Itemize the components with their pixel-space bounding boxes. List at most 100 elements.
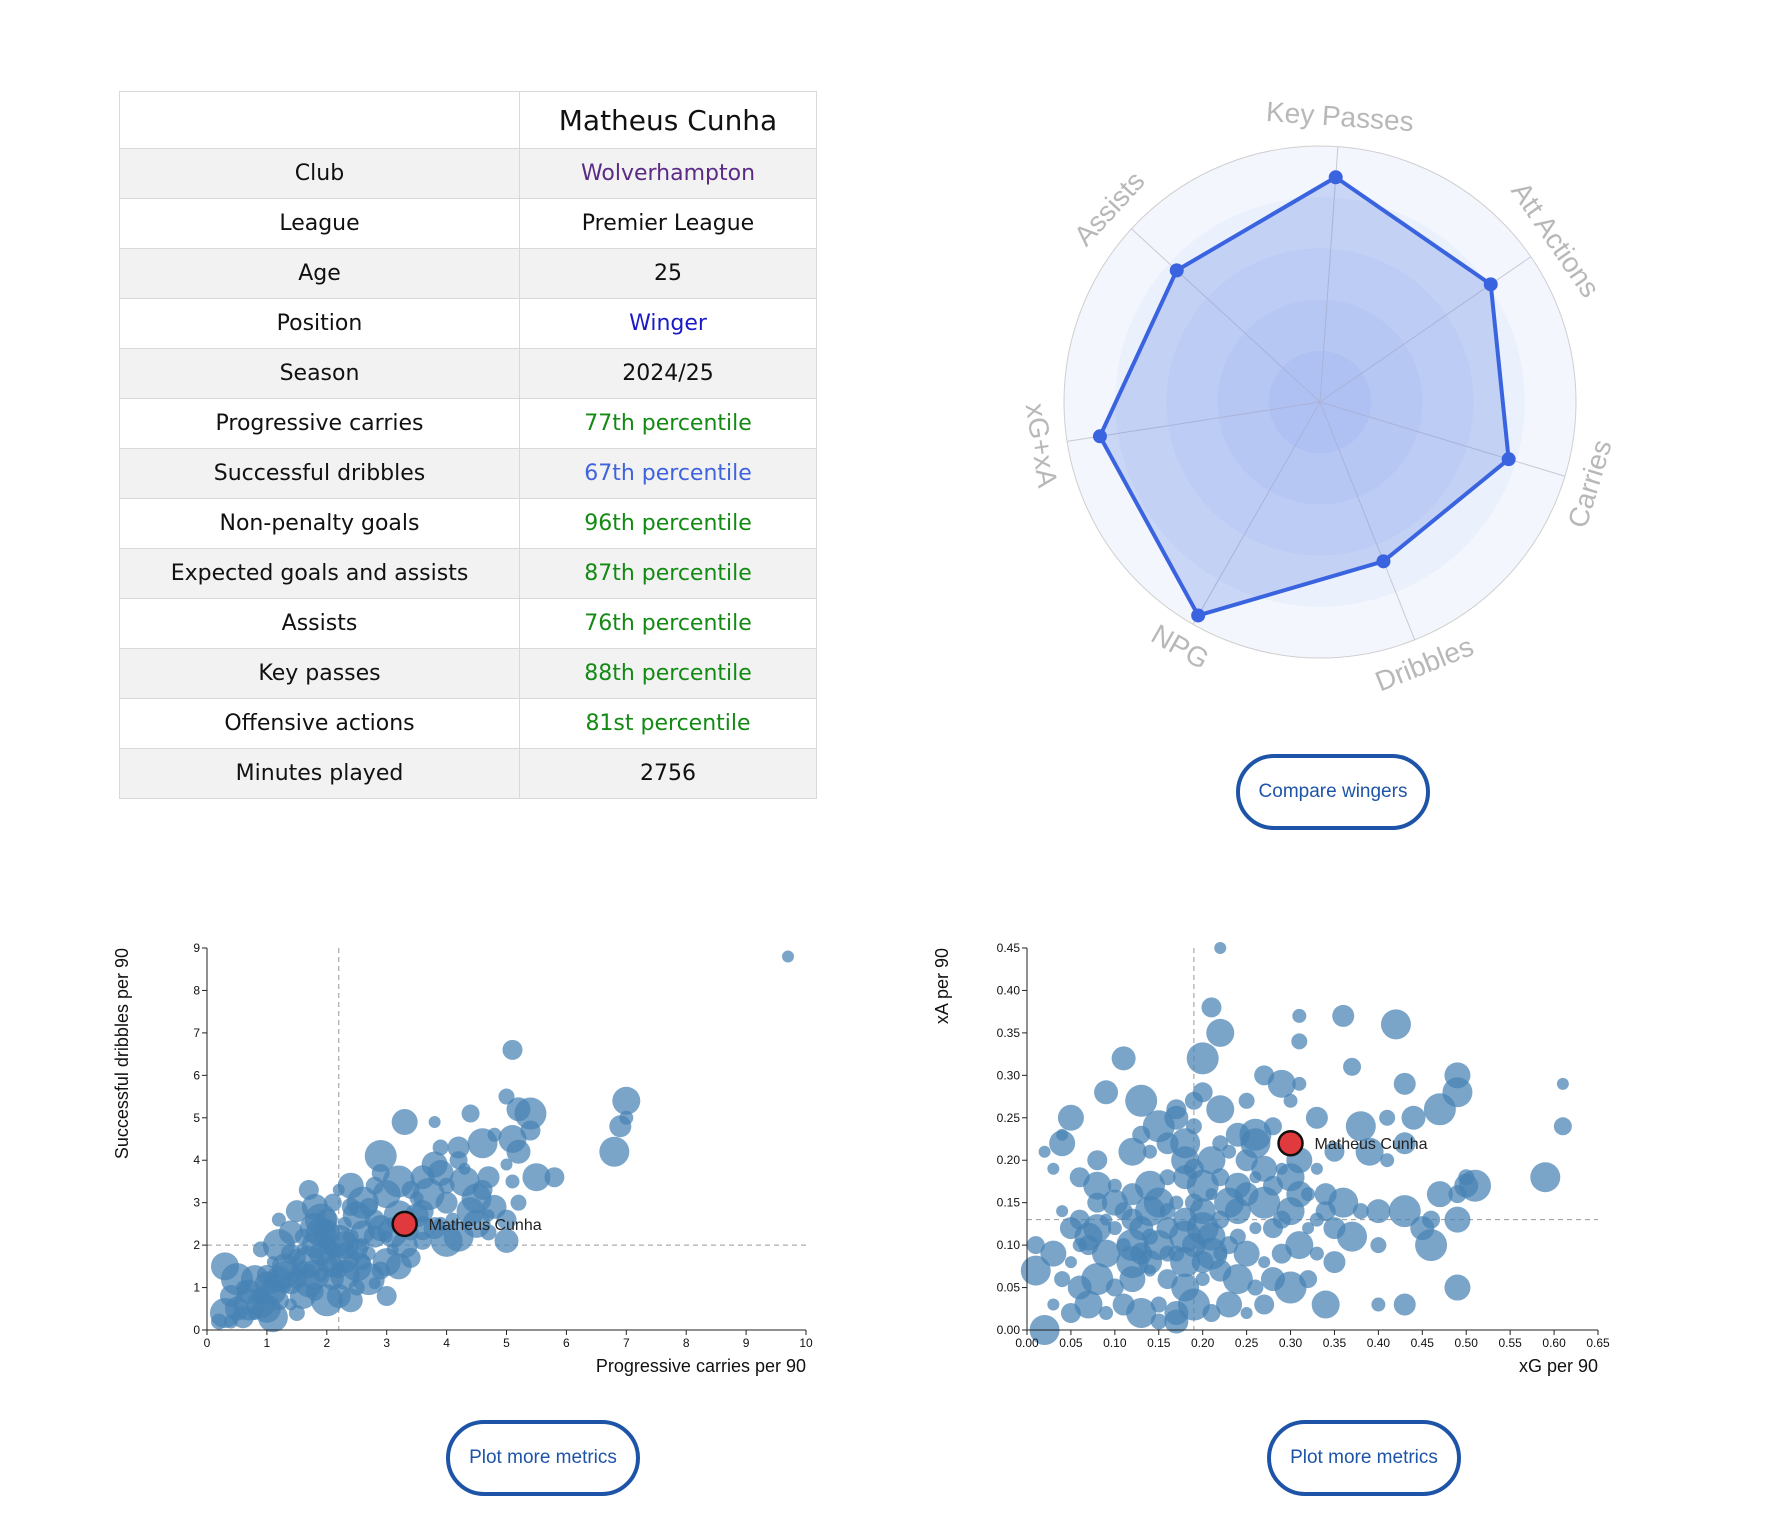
scatter-point bbox=[1285, 1231, 1314, 1260]
row-label: Key passes bbox=[119, 648, 520, 699]
scatter-point bbox=[1283, 1093, 1298, 1108]
scatter-point bbox=[1099, 1306, 1114, 1321]
scatter-point bbox=[1214, 942, 1227, 954]
radar-series-area bbox=[1097, 175, 1511, 618]
compare-wingers-button[interactable]: Compare wingers bbox=[1236, 754, 1430, 830]
scatter-point bbox=[1056, 1205, 1069, 1218]
row-value: 87th percentile bbox=[519, 548, 817, 599]
scatter-point bbox=[1229, 1228, 1246, 1245]
radar-point bbox=[1169, 263, 1184, 278]
y-axis-label: xA per 90 bbox=[932, 948, 952, 1024]
scatter-point bbox=[522, 1163, 551, 1192]
scatter-point bbox=[1101, 1189, 1128, 1216]
row-label: Expected goals and assists bbox=[119, 548, 520, 599]
scatter-point bbox=[1197, 1222, 1226, 1251]
y-tick-label: 4 bbox=[193, 1153, 200, 1167]
scatter-point bbox=[1047, 1162, 1060, 1175]
table-row: Minutes played 2756 bbox=[119, 748, 817, 799]
scatter-point bbox=[1315, 1201, 1336, 1222]
scatter-point bbox=[467, 1128, 498, 1159]
scatter-point bbox=[1216, 1291, 1243, 1318]
scatter-point bbox=[330, 1262, 347, 1279]
scatter-point bbox=[385, 1253, 412, 1280]
row-label: Progressive carries bbox=[119, 398, 520, 449]
scatter-point bbox=[1049, 1130, 1076, 1157]
radar-spoke bbox=[1131, 228, 1321, 403]
scatter-point bbox=[1083, 1171, 1112, 1200]
scatter-point bbox=[1258, 1256, 1271, 1269]
scatter-point bbox=[1087, 1150, 1108, 1171]
scatter-point bbox=[1159, 1169, 1176, 1186]
scatter-point bbox=[502, 1039, 523, 1060]
scatter-point bbox=[1352, 1203, 1369, 1220]
x-tick-label: 6 bbox=[563, 1336, 570, 1350]
table-row: Offensive actions 81st percentile bbox=[119, 698, 817, 749]
plot-more-metrics-button-2[interactable]: Plot more metrics bbox=[1267, 1420, 1461, 1496]
y-tick-label: 1 bbox=[193, 1281, 200, 1295]
scatter-point bbox=[1240, 1307, 1253, 1320]
scatter-point bbox=[1132, 1125, 1151, 1144]
y-tick-label: 0.25 bbox=[997, 1111, 1021, 1125]
scatter-point bbox=[1081, 1263, 1114, 1296]
radar-spoke bbox=[1319, 401, 1566, 477]
y-tick-label: 0.10 bbox=[997, 1238, 1021, 1252]
scatter-point bbox=[500, 1158, 513, 1171]
row-value: 77th percentile bbox=[519, 398, 817, 449]
scatter-point bbox=[428, 1116, 441, 1129]
scatter-point bbox=[1309, 1246, 1324, 1261]
x-tick-label: 0.05 bbox=[1059, 1336, 1083, 1350]
scatter-point bbox=[1171, 1146, 1200, 1175]
scatter-carries-dribbles: 0 1 2 3 4 5 6 7 8 9 10 0 1 2 3 4 5 6 7 8 9 Matheus Cunha Progr… bbox=[112, 941, 813, 1376]
y-tick-label: 0.00 bbox=[997, 1323, 1021, 1337]
scatter-point bbox=[376, 1286, 397, 1307]
scatter-point bbox=[1177, 1288, 1210, 1321]
scatter-point bbox=[461, 1104, 480, 1123]
row-value: 67th percentile bbox=[519, 448, 817, 499]
scatter-point bbox=[1249, 1222, 1262, 1235]
scatter-point bbox=[506, 1139, 531, 1164]
radar-point bbox=[1483, 277, 1498, 292]
scatter-point bbox=[1156, 1217, 1179, 1240]
y-tick-label: 7 bbox=[193, 1026, 200, 1040]
scatter-point bbox=[341, 1197, 360, 1216]
scatter-point bbox=[510, 1194, 527, 1211]
table-row: League Premier League bbox=[119, 198, 817, 249]
radar-spoke bbox=[1319, 146, 1339, 403]
scatter-point bbox=[1332, 1004, 1355, 1027]
y-tick-label: 6 bbox=[193, 1068, 200, 1082]
row-label: Offensive actions bbox=[119, 698, 520, 749]
scatter-point bbox=[1206, 1095, 1235, 1124]
scatter-point bbox=[1393, 1072, 1416, 1095]
scatter-point bbox=[1247, 1279, 1264, 1296]
scatter-point bbox=[1423, 1093, 1456, 1126]
scatter-point bbox=[1125, 1084, 1158, 1117]
scatter-point bbox=[1195, 1272, 1210, 1287]
scatter-point bbox=[1553, 1117, 1572, 1136]
scatter-point bbox=[1192, 1082, 1213, 1103]
scatter-point bbox=[371, 1163, 390, 1182]
x-tick-label: 10 bbox=[799, 1336, 813, 1350]
scatter-point bbox=[599, 1136, 630, 1167]
scatter-point bbox=[1444, 1274, 1471, 1301]
row-label: League bbox=[119, 198, 520, 249]
scatter-point bbox=[1205, 1188, 1218, 1201]
table-row: Expected goals and assists 87th percentil… bbox=[119, 548, 817, 599]
row-value: Winger bbox=[519, 298, 817, 349]
x-tick-label: 2 bbox=[323, 1336, 330, 1350]
y-tick-label: 0.40 bbox=[997, 983, 1021, 997]
row-label: Club bbox=[119, 148, 520, 199]
scatter-point bbox=[1111, 1046, 1136, 1071]
scatter-point bbox=[1197, 1146, 1226, 1175]
scatter-point bbox=[262, 1273, 283, 1294]
scatter-point bbox=[1388, 1195, 1421, 1228]
y-axis-label: Successful dribbles per 90 bbox=[112, 948, 132, 1159]
scatter-point bbox=[514, 1097, 547, 1130]
x-tick-label: 8 bbox=[683, 1336, 690, 1350]
scatter-point bbox=[1118, 1137, 1147, 1166]
plot-more-metrics-button-1[interactable]: Plot more metrics bbox=[446, 1420, 640, 1496]
x-tick-label: 7 bbox=[623, 1336, 630, 1350]
x-axis-label: Progressive carries per 90 bbox=[596, 1356, 806, 1376]
scatter-point bbox=[1370, 1237, 1387, 1254]
y-tick-label: 9 bbox=[193, 941, 200, 955]
y-tick-label: 8 bbox=[193, 983, 200, 997]
